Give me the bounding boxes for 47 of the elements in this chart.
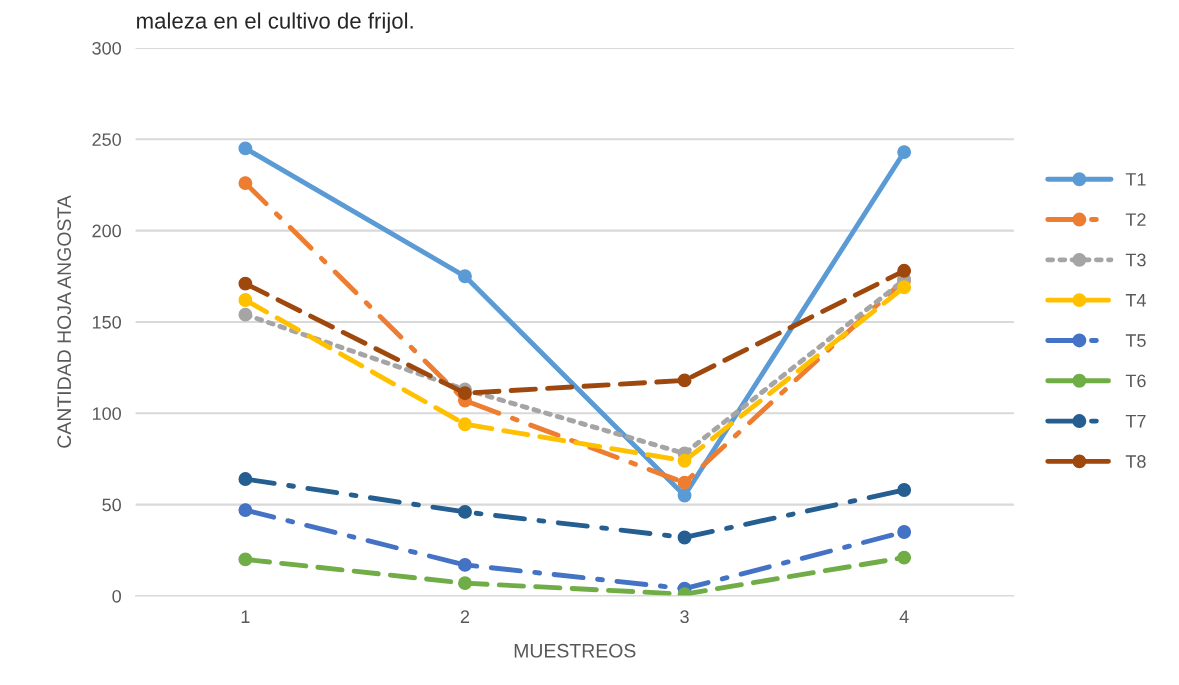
chart-title: maleza en el cultivo de frijol. bbox=[137, 12, 413, 34]
point bbox=[238, 552, 253, 567]
x-tick-label: 4 bbox=[899, 610, 909, 623]
point bbox=[897, 550, 912, 565]
legend-label: T4 bbox=[1125, 294, 1146, 307]
point bbox=[238, 472, 253, 486]
point bbox=[897, 280, 912, 295]
point bbox=[458, 557, 472, 572]
y-tick-label: 300 bbox=[92, 41, 121, 55]
point bbox=[238, 293, 253, 307]
x-tick-label: 1 bbox=[241, 610, 250, 623]
y-tick-label: 50 bbox=[102, 498, 121, 512]
y-tick-label: 0 bbox=[112, 589, 121, 603]
y-tick-label: 200 bbox=[92, 224, 121, 238]
legend-label: T6 bbox=[1125, 374, 1146, 388]
point bbox=[238, 176, 253, 191]
point bbox=[677, 475, 692, 490]
y-tick-label: 100 bbox=[92, 407, 121, 420]
y-axis-title: CANTIDAD HOJA ANGOSTA bbox=[57, 195, 72, 448]
point bbox=[458, 417, 472, 432]
legend-label: T8 bbox=[1125, 455, 1146, 468]
point bbox=[458, 269, 472, 284]
y-tick-label: 150 bbox=[92, 315, 121, 329]
legend-label: T5 bbox=[1125, 334, 1146, 347]
point bbox=[897, 145, 912, 160]
point bbox=[897, 483, 912, 497]
point bbox=[458, 386, 472, 401]
legend-label: T2 bbox=[1125, 213, 1146, 226]
x-axis-title: MUESTREOS bbox=[514, 643, 636, 658]
point bbox=[238, 307, 253, 322]
point bbox=[677, 373, 692, 388]
y-tick-label: 250 bbox=[92, 133, 121, 146]
point bbox=[238, 503, 253, 518]
point bbox=[677, 488, 692, 503]
legend-label: T3 bbox=[1125, 253, 1146, 267]
point bbox=[897, 525, 912, 539]
x-tick-label: 3 bbox=[680, 610, 689, 624]
point bbox=[238, 141, 253, 156]
point bbox=[458, 504, 472, 519]
point bbox=[238, 276, 253, 291]
x-tick-label: 2 bbox=[460, 610, 470, 623]
point bbox=[677, 530, 692, 545]
point bbox=[458, 576, 472, 591]
legend-label: T1 bbox=[1125, 173, 1146, 186]
point bbox=[897, 263, 912, 278]
legend-label: T7 bbox=[1125, 414, 1146, 428]
point bbox=[677, 453, 692, 468]
